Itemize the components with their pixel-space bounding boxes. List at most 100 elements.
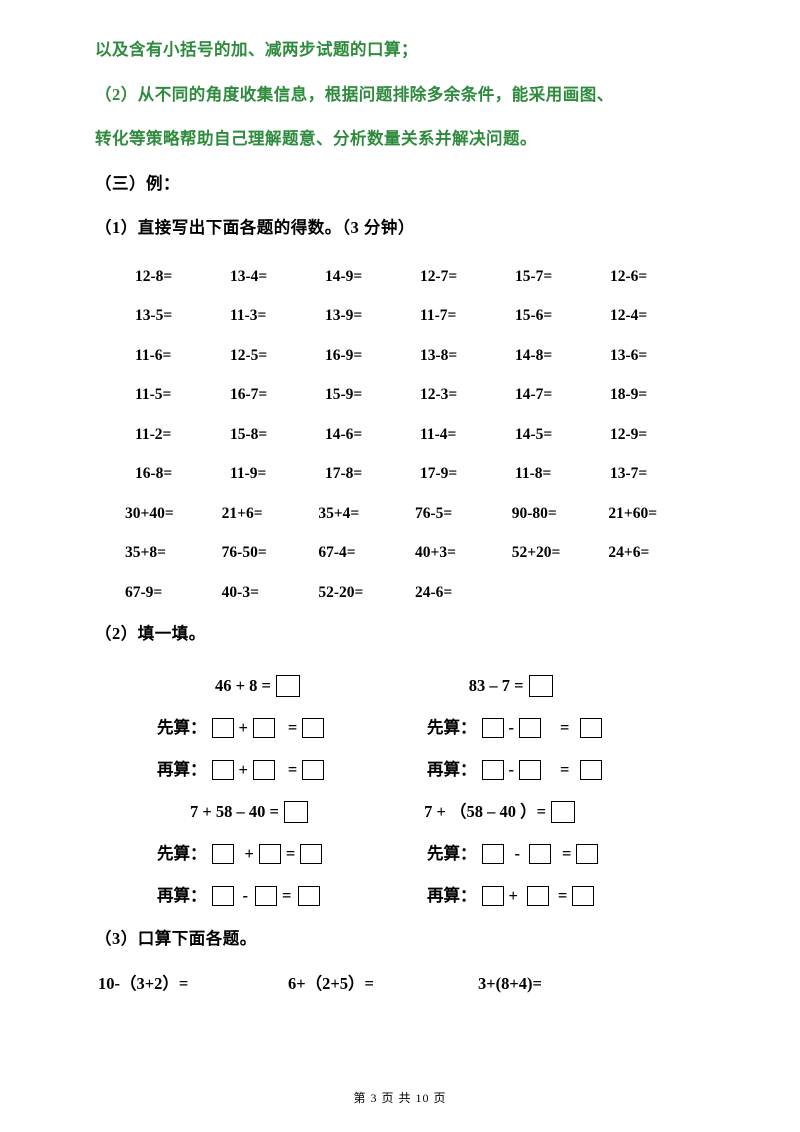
arith-cell: 17-8= xyxy=(325,454,420,494)
answer-box xyxy=(482,718,504,738)
green-text-3: 转化等策略帮助自己理解题意、分析数量关系并解决问题。 xyxy=(95,117,705,162)
fill-eq-left: 46 + 8 = xyxy=(215,665,271,707)
arith-cell: 13-6= xyxy=(610,336,705,376)
arith-row: 11-2= 15-8= 14-6= 11-4= 14-5= 12-9= xyxy=(135,415,705,455)
fill-eq-row: 7 + 58 – 40 = 7 + （58 – 40 ）= xyxy=(190,791,705,833)
arith-cell: 12-3= xyxy=(420,375,515,415)
arith-cell: 18-9= xyxy=(610,375,705,415)
answer-box xyxy=(302,718,324,738)
arith-cell: 13-7= xyxy=(610,454,705,494)
answer-box xyxy=(482,844,504,864)
q2-label: （2）填一填。 xyxy=(95,612,705,657)
arith-cell: 40+3= xyxy=(415,533,512,573)
q3-row: 10-（3+2）= 6+（2+5）= 3+(8+4)= xyxy=(98,962,705,1007)
fill-eq-right: 7 + （58 – 40 ）= xyxy=(424,791,546,833)
fill-step-row: 再算： - = 再算： + = xyxy=(157,875,705,917)
zai-label: 再算： xyxy=(427,749,477,791)
arith-cell: 40-3= xyxy=(222,573,319,613)
arith-cell: 76-50= xyxy=(222,533,319,573)
answer-box xyxy=(572,886,594,906)
arithmetic-grid: 12-8= 13-4= 14-9= 12-7= 15-7= 12-6= 13-5… xyxy=(135,257,705,613)
arith-cell: 13-4= xyxy=(230,257,325,297)
answer-box xyxy=(580,760,602,780)
fill-eq-left: 7 + 58 – 40 = xyxy=(190,791,279,833)
zai-label: 再算： xyxy=(157,875,207,917)
arith-cell: 67-4= xyxy=(318,533,415,573)
answer-box xyxy=(300,844,322,864)
answer-box xyxy=(284,801,308,823)
answer-box xyxy=(482,886,504,906)
arith-cell: 12-4= xyxy=(610,296,705,336)
arith-cell: 12-5= xyxy=(230,336,325,376)
xian-label: 先算： xyxy=(427,833,477,875)
arith-cell: 24+6= xyxy=(608,533,705,573)
section-3-label: （三）例： xyxy=(95,162,705,207)
answer-box xyxy=(276,675,300,697)
plus-sign: + xyxy=(245,833,254,875)
minus-sign: - xyxy=(509,707,515,749)
fill-step-row: 先算： + = 先算： - = xyxy=(157,707,705,749)
arith-row: 67-9= 40-3= 52-20= 24-6= xyxy=(125,573,705,613)
arith-cell: 16-9= xyxy=(325,336,420,376)
q3-item: 3+(8+4)= xyxy=(478,962,668,1007)
arith-cell: 67-9= xyxy=(125,573,222,613)
page-footer: 第 3 页 共 10 页 xyxy=(0,1089,800,1106)
arith-cell: 12-8= xyxy=(135,257,230,297)
arith-cell: 52+20= xyxy=(512,533,609,573)
arith-cell: 11-5= xyxy=(135,375,230,415)
fill-eq-right: 83 – 7 = xyxy=(469,665,524,707)
arith-cell: 15-8= xyxy=(230,415,325,455)
arith-cell: 24-6= xyxy=(415,573,512,613)
arith-cell: 11-7= xyxy=(420,296,515,336)
answer-box xyxy=(212,718,234,738)
arith-cell: 16-7= xyxy=(230,375,325,415)
arith-cell: 13-9= xyxy=(325,296,420,336)
fill-step-row: 再算： + = 再算： - = xyxy=(157,749,705,791)
zai-label: 再算： xyxy=(427,875,477,917)
fill-eq-row: 46 + 8 = 83 – 7 = xyxy=(215,665,705,707)
answer-box xyxy=(529,844,551,864)
arith-cell: 12-7= xyxy=(420,257,515,297)
arith-cell: 13-8= xyxy=(420,336,515,376)
arith-cell: 12-6= xyxy=(610,257,705,297)
plus-sign: + xyxy=(509,875,518,917)
answer-box xyxy=(253,760,275,780)
arith-cell: 11-2= xyxy=(135,415,230,455)
fill-section: 46 + 8 = 83 – 7 = 先算： + = 先算： - xyxy=(95,665,705,917)
answer-box xyxy=(482,760,504,780)
arith-row: 13-5= 11-3= 13-9= 11-7= 15-6= 12-4= xyxy=(135,296,705,336)
arith-cell xyxy=(512,573,609,613)
q3-item: 6+（2+5）= xyxy=(288,962,478,1007)
answer-box xyxy=(527,886,549,906)
eq-sign: = xyxy=(560,707,569,749)
minus-sign: - xyxy=(509,749,515,791)
eq-sign: = xyxy=(562,833,571,875)
arith-cell: 16-8= xyxy=(135,454,230,494)
answer-box xyxy=(255,886,277,906)
green-text-1: 以及含有小括号的加、减两步试题的口算； xyxy=(95,28,705,73)
arith-row: 30+40= 21+6= 35+4= 76-5= 90-80= 21+60= xyxy=(125,494,705,534)
arith-cell: 35+4= xyxy=(318,494,415,534)
arith-cell: 90-80= xyxy=(512,494,609,534)
q3-item: 10-（3+2）= xyxy=(98,962,288,1007)
xian-label: 先算： xyxy=(157,707,207,749)
answer-box xyxy=(576,844,598,864)
arith-cell xyxy=(608,573,705,613)
arith-row: 16-8= 11-9= 17-8= 17-9= 11-8= 13-7= xyxy=(135,454,705,494)
arith-cell: 21+6= xyxy=(222,494,319,534)
answer-box xyxy=(302,760,324,780)
arith-cell: 11-6= xyxy=(135,336,230,376)
arith-cell: 14-9= xyxy=(325,257,420,297)
arith-cell: 15-6= xyxy=(515,296,610,336)
arith-row: 11-5= 16-7= 15-9= 12-3= 14-7= 18-9= xyxy=(135,375,705,415)
page-content: 以及含有小括号的加、减两步试题的口算； （2）从不同的角度收集信息，根据问题排除… xyxy=(0,0,800,1006)
answer-box xyxy=(551,801,575,823)
answer-box xyxy=(298,886,320,906)
minus-sign: - xyxy=(515,833,521,875)
arith-cell: 11-8= xyxy=(515,454,610,494)
answer-box xyxy=(259,844,281,864)
answer-box xyxy=(519,718,541,738)
arith-cell: 17-9= xyxy=(420,454,515,494)
green-text-2: （2）从不同的角度收集信息，根据问题排除多余条件，能采用画图、 xyxy=(95,73,705,118)
arith-cell: 30+40= xyxy=(125,494,222,534)
